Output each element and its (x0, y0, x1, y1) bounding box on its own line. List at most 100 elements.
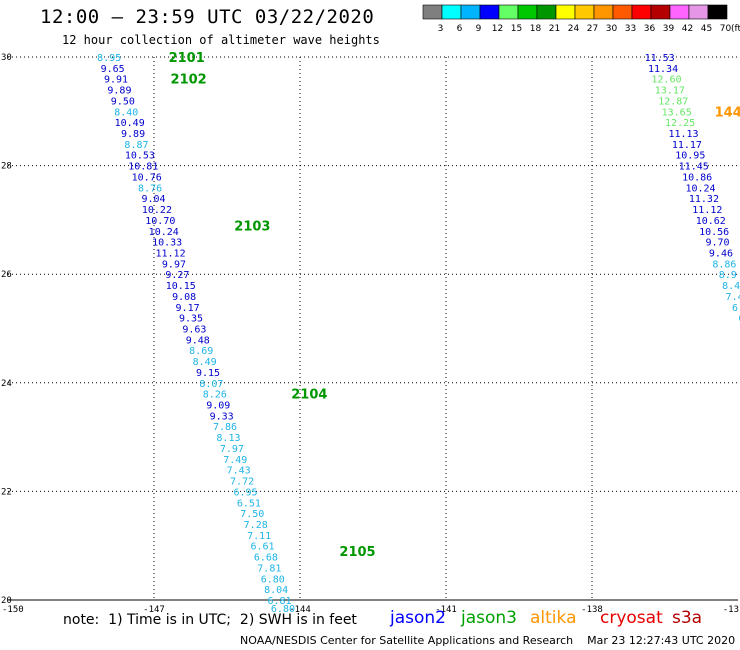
wave-height-value: 13.17 (655, 86, 685, 97)
wave-height-value: 9.04 (141, 194, 165, 205)
page-subtitle: 12 hour collection of altimeter wave hei… (62, 33, 380, 47)
wave-height-value: 6.80 (271, 604, 295, 615)
wave-height-value: 10.49 (115, 118, 145, 129)
scale-swatch (650, 4, 671, 20)
wave-height-value: 8.86 (712, 259, 736, 270)
scale-tick-label: 12 (492, 24, 503, 34)
x-tick-label: -13 (723, 605, 739, 615)
scale-tick-label: 45 (701, 24, 712, 34)
wave-height-value: 9.46 (709, 248, 733, 259)
pass-time-label: 2101 (169, 51, 205, 66)
wave-height-value: 12.25 (665, 118, 695, 129)
wave-height-value: 9.27 (165, 270, 189, 281)
y-tick-label: 22 (1, 487, 12, 497)
scale-swatch (631, 4, 652, 20)
scale-tick-label: 21 (549, 24, 560, 34)
wave-height-value: 8.07 (199, 379, 223, 390)
wave-height-value: 9.15 (196, 368, 220, 379)
wave-height-value: 6.68 (254, 553, 278, 564)
wave-height-value: 7.28 (244, 520, 268, 531)
scale-swatch (479, 4, 500, 20)
y-tick-label: 24 (1, 379, 12, 389)
legend-jason3: jason3 (461, 608, 517, 628)
scale-swatch (498, 4, 519, 20)
scale-tick-label: 33 (625, 24, 636, 34)
wave-height-value: 7.43 (227, 466, 251, 477)
legend-jason2: jason2 (390, 608, 446, 628)
scale-swatch (441, 4, 462, 20)
scale-tick-label: 6 (457, 24, 463, 34)
wave-height-value: 9.33 (210, 411, 234, 422)
wave-height-value: 11.32 (689, 194, 719, 205)
wave-height-value: 11.13 (668, 129, 698, 140)
wave-height-value: 9.65 (101, 64, 125, 75)
wave-height-value: 8.76 (138, 183, 162, 194)
scale-unit-label: (ft) (731, 24, 740, 34)
wave-height-value: 8.9 (719, 270, 737, 281)
wave-height-value: 12.87 (658, 96, 688, 107)
wave-height-value: 7.81 (257, 563, 281, 574)
wave-height-value: 11.34 (648, 64, 678, 75)
wave-height-value: 13.65 (662, 107, 692, 118)
scale-tick-label: 3 (438, 24, 444, 34)
wave-height-value: 6.80 (261, 574, 285, 585)
y-tick-label: 26 (1, 270, 12, 280)
wave-height-value: 9.35 (179, 314, 203, 325)
wave-height-value: 10.95 (675, 151, 705, 162)
scale-tick-label: 42 (682, 24, 693, 34)
wave-height-value: 11.12 (692, 205, 722, 216)
legend-s3a: s3a (672, 608, 703, 628)
wave-height-value: 9.50 (111, 96, 135, 107)
scale-tick-label: 27 (587, 24, 598, 34)
y-tick-label: 30 (1, 53, 12, 63)
pass-time-label: 1443 (715, 105, 740, 120)
wave-height-value: 11.53 (645, 53, 675, 64)
page-title: 12:00 – 23:59 UTC 03/22/2020 (40, 6, 375, 28)
wave-height-value: 10.70 (145, 216, 175, 227)
pass-time-label: 2105 (339, 545, 375, 560)
wave-height-value: 10.81 (128, 162, 158, 173)
wave-height-value: 8.04 (264, 585, 288, 596)
wave-height-value: 10.56 (699, 227, 729, 238)
scale-swatch (707, 4, 728, 20)
wave-height-value: 6. (732, 303, 740, 314)
wave-height-value: 6 (738, 314, 740, 325)
wave-height-value: 8.13 (216, 433, 240, 444)
x-tick-label: -147 (143, 605, 165, 615)
wave-height-value: 9.09 (206, 401, 230, 412)
scale-tick-label: 70 (720, 24, 732, 34)
x-tick-label: -141 (435, 605, 457, 615)
pass-time-label: 2104 (291, 388, 327, 403)
wave-height-value: 9.89 (107, 86, 131, 97)
wave-height-value: 11.17 (672, 140, 702, 151)
x-tick-label: -138 (581, 605, 603, 615)
scale-swatch (555, 4, 576, 20)
y-tick-label: 20 (1, 596, 12, 606)
wave-height-value: 11.12 (155, 248, 185, 259)
scale-swatch (612, 4, 633, 20)
wave-height-value: 9.97 (162, 259, 186, 270)
scale-tick-label: 24 (568, 24, 580, 34)
scale-swatch (536, 4, 557, 20)
scale-swatch (688, 4, 709, 20)
scale-swatch (669, 4, 690, 20)
wave-height-value: 10.33 (152, 238, 182, 249)
scale-swatch (574, 4, 595, 20)
wave-height-value: 8.4 (722, 281, 740, 292)
scale-tick-label: 30 (606, 24, 618, 34)
scale-swatch (460, 4, 481, 20)
wave-height-value: 6.95 (233, 487, 257, 498)
scale-tick-label: 15 (511, 24, 522, 34)
wave-height-value: 8.95 (97, 53, 121, 64)
wave-height-value: 9.91 (104, 75, 128, 86)
wave-height-value: 7.86 (213, 422, 237, 433)
wave-height-value: 6.81 (268, 596, 292, 607)
wave-height-value: 10.86 (682, 172, 712, 183)
wave-height-value: 9.08 (172, 292, 196, 303)
wave-height-value: 8.49 (193, 357, 217, 368)
wave-height-value: 9.17 (176, 303, 200, 314)
wave-height-value: 6.51 (237, 498, 261, 509)
wave-height-value: 10.53 (125, 151, 155, 162)
legend-cryosat: cryosat (600, 608, 663, 628)
